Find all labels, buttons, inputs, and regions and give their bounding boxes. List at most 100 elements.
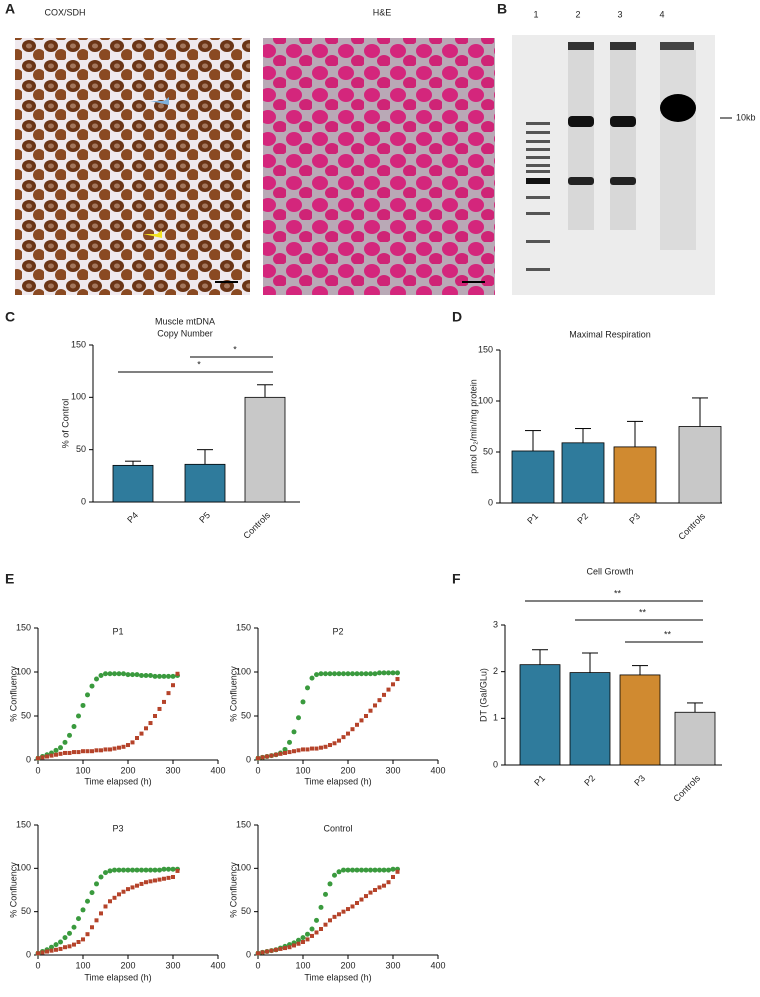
point [319,927,323,931]
point [368,867,373,873]
x-tick-label: 100 [295,765,310,775]
y-axis-label: DT (Gal/GLu) [478,668,488,722]
point [373,888,377,892]
point [354,671,360,677]
point [341,671,346,677]
y-tick-label: 100 [236,666,251,676]
point [381,867,387,873]
point [80,907,86,913]
point [135,883,139,888]
point [390,670,396,676]
point [67,750,72,755]
point [359,897,364,902]
bar [511,450,555,504]
point [85,898,90,904]
point [336,671,342,677]
lane-label: 4 [659,9,664,19]
point [377,867,382,873]
chart-title: Copy Number [157,328,213,338]
point [62,739,68,745]
y-tick-label: 150 [71,339,86,349]
point [108,899,112,904]
x-axis-label: Time elapsed (h) [304,776,371,786]
point [76,713,81,719]
point [71,724,77,730]
point [72,750,76,755]
point [345,671,351,677]
point [98,673,104,679]
point [265,949,269,954]
point [116,867,122,873]
point [323,891,328,897]
point [332,914,337,919]
point [305,931,310,937]
point [175,868,180,873]
point [377,670,382,676]
point [72,942,76,947]
point [85,692,90,698]
point [148,673,153,679]
image-caption: COX/SDH [44,7,85,17]
panel-label: E [5,571,14,587]
point [94,748,99,753]
bar [569,672,611,766]
y-tick-label: 150 [16,819,31,829]
point [327,671,333,677]
x-tick-label: 400 [210,765,225,775]
y-tick-label: 3 [493,619,498,629]
x-tick-label: Controls [241,510,272,541]
y-tick-label: 0 [26,949,31,959]
point [49,753,54,758]
point [332,671,337,677]
bar [519,664,561,766]
y-tick-label: 1 [493,713,498,723]
point [89,890,95,896]
significance-label: * [197,359,201,369]
point [386,867,391,873]
point [103,747,108,752]
y-tick-label: 100 [16,863,31,873]
point [310,746,314,751]
point [364,894,368,899]
point [148,721,153,726]
point [305,747,310,752]
chart-title: Control [323,823,352,833]
x-tick-label: P3 [632,773,647,788]
x-tick-label: 300 [385,765,400,775]
point [153,714,157,718]
point [382,883,386,888]
chart-title: P3 [112,823,123,833]
point [318,671,324,677]
point [144,880,148,885]
point [94,918,99,923]
point [287,750,292,755]
point [287,945,292,950]
y-tick-label: 50 [483,446,493,456]
point [359,718,364,723]
point [341,867,346,873]
point [354,867,360,873]
point [90,749,94,754]
point [107,868,113,874]
point [386,880,391,885]
x-tick-label: 100 [295,960,310,970]
point [166,673,171,679]
x-tick-label: 100 [75,960,90,970]
x-tick-label: 0 [255,765,260,775]
point [90,925,94,930]
chart-title: Muscle mtDNA [155,316,215,326]
point [391,682,395,687]
point [139,867,144,873]
point [62,935,68,941]
point [67,930,72,936]
cox-sdh-image [15,38,250,295]
point [166,866,171,872]
point [108,747,112,752]
point [166,691,171,696]
bar [674,711,716,766]
point [386,687,391,692]
point [300,699,306,705]
point [377,885,382,890]
point [350,671,355,677]
